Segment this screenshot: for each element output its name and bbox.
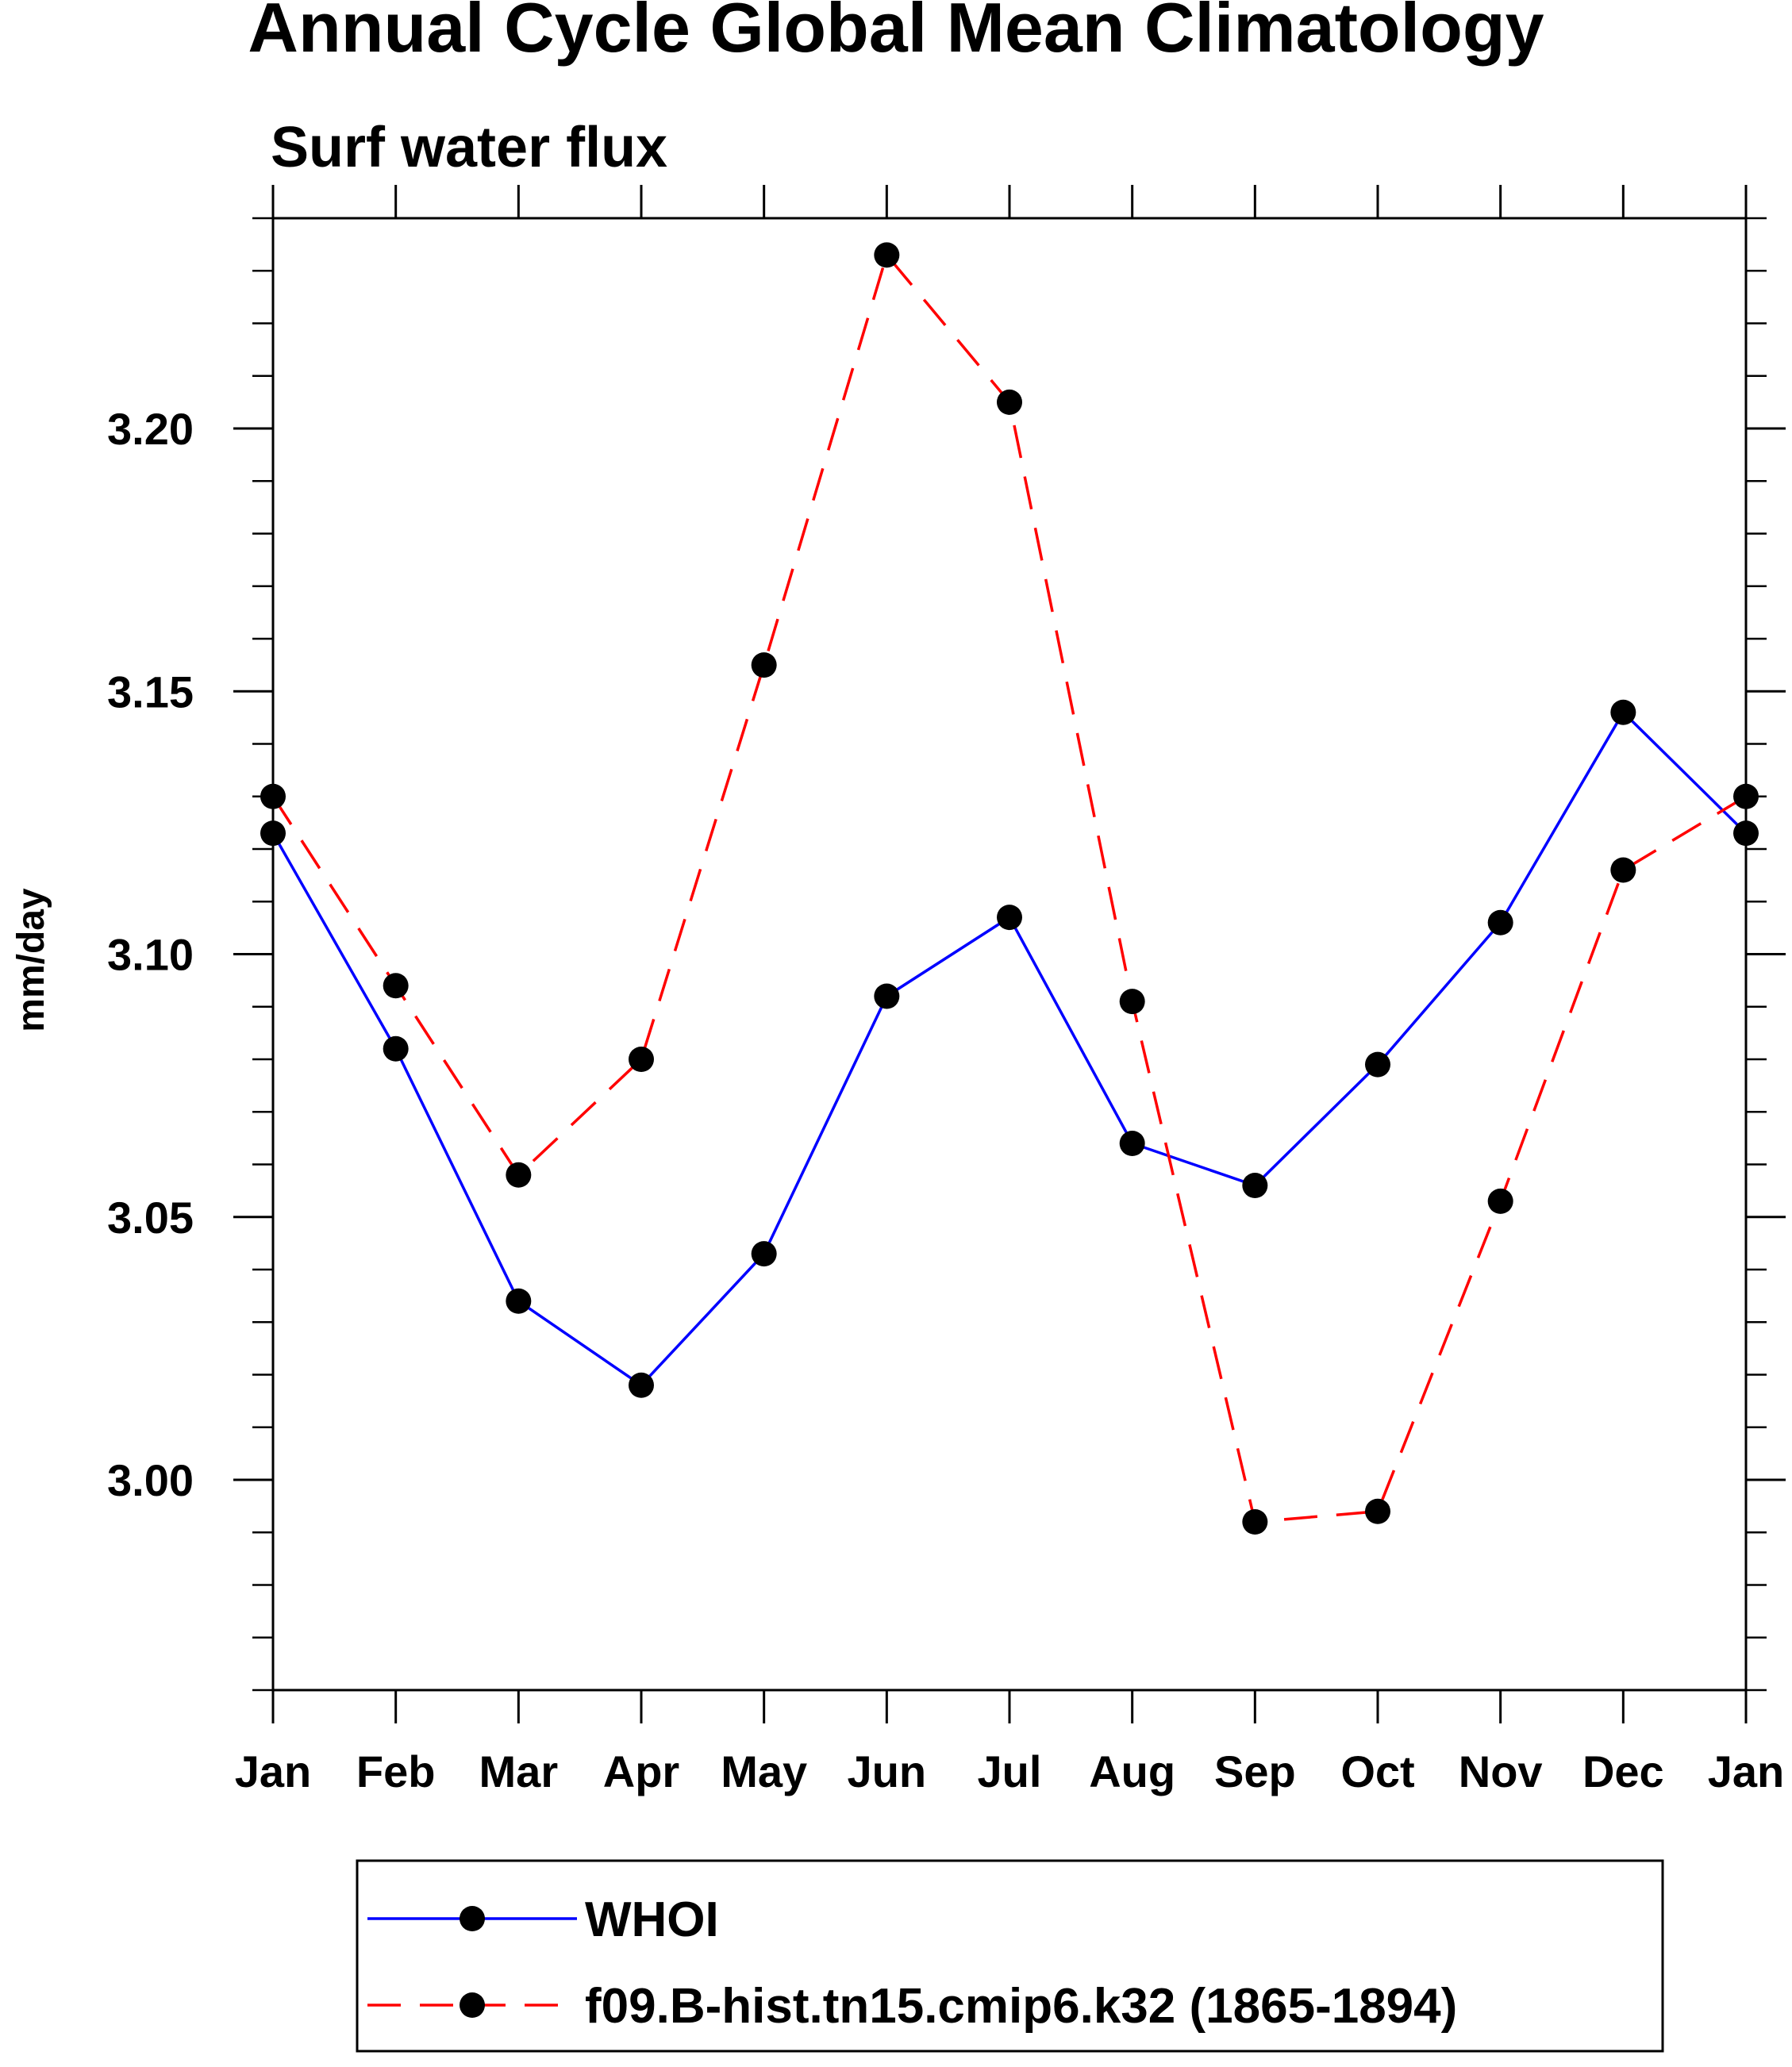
series-2-point	[383, 973, 409, 999]
series-2-point	[1733, 783, 1759, 809]
x-tick-label: Oct	[1340, 1746, 1414, 1796]
series-1-point	[997, 905, 1022, 931]
series-1-point	[260, 820, 286, 847]
series-2-point	[506, 1162, 532, 1188]
x-tick-label: May	[721, 1746, 807, 1796]
series-2-point	[629, 1047, 654, 1072]
legend-marker-2	[460, 1992, 485, 2018]
plot-area: Jan Feb Mar Apr May Jun Jul Aug Sep Oct Nov Dec Jan 3…	[107, 185, 1786, 1796]
x-tick-label: Jul	[978, 1746, 1042, 1796]
x-tick-label: Apr	[603, 1746, 679, 1796]
chart-title: Annual Cycle Global Mean Climatology	[248, 0, 1544, 67]
series-1-point	[1365, 1051, 1390, 1078]
x-tick-label: Nov	[1459, 1746, 1543, 1796]
series-1-point	[751, 1241, 777, 1267]
plot-frame	[271, 217, 1748, 1692]
x-tick-label: Jan	[235, 1746, 312, 1796]
series-1-point	[874, 983, 900, 1009]
x-tick-label: Jun	[848, 1746, 927, 1796]
x-tick-label: Sep	[1214, 1746, 1296, 1796]
y-tick-label: 3.15	[107, 667, 194, 717]
legend-marker-1	[460, 1906, 485, 1931]
y-tick-label: 3.10	[107, 930, 194, 980]
series-2-point	[997, 389, 1022, 415]
series-line-1	[271, 709, 1748, 1388]
series-1-point	[506, 1288, 532, 1314]
legend-label-2: f09.B-hist.tn15.cmip6.k32 (1865-1894)	[585, 1979, 1457, 2034]
legend-label-1: WHOI	[585, 1892, 719, 1947]
chart-subtitle: Surf water flux	[271, 116, 667, 179]
series-2-point	[874, 242, 900, 268]
x-tick-label: Dec	[1582, 1746, 1664, 1796]
x-tick-label: Mar	[479, 1746, 559, 1796]
x-tick-label: Feb	[356, 1746, 436, 1796]
series-2-point	[1242, 1509, 1268, 1535]
series-1-point	[629, 1372, 654, 1398]
series-2-point	[1487, 1188, 1513, 1214]
y-tick-label: 3.00	[107, 1455, 194, 1505]
legend: WHOI f09.B-hist.tn15.cmip6.k32 (1865-1894…	[356, 1859, 1664, 2053]
series-1-point	[1119, 1131, 1145, 1156]
y-tick-label: 3.20	[107, 404, 194, 454]
series-2-point	[260, 783, 286, 809]
series-1-point	[1487, 909, 1513, 936]
series-2-point	[751, 652, 777, 678]
series-line-2	[271, 252, 1747, 1523]
series-2-point	[1119, 989, 1145, 1015]
y-tick-label: 3.05	[107, 1193, 194, 1243]
y-axis-label: mm/day	[10, 888, 52, 1032]
x-tick-label: Jan	[1708, 1746, 1785, 1796]
x-tick-label: Aug	[1089, 1746, 1175, 1796]
legend-box	[356, 1859, 1664, 2053]
series-1-point	[1733, 820, 1759, 847]
series-2-point	[1610, 857, 1636, 883]
series-1-point	[1610, 699, 1636, 725]
series-2-point	[1365, 1498, 1390, 1524]
series-1-point	[1242, 1173, 1268, 1198]
series-1-point	[383, 1035, 409, 1062]
